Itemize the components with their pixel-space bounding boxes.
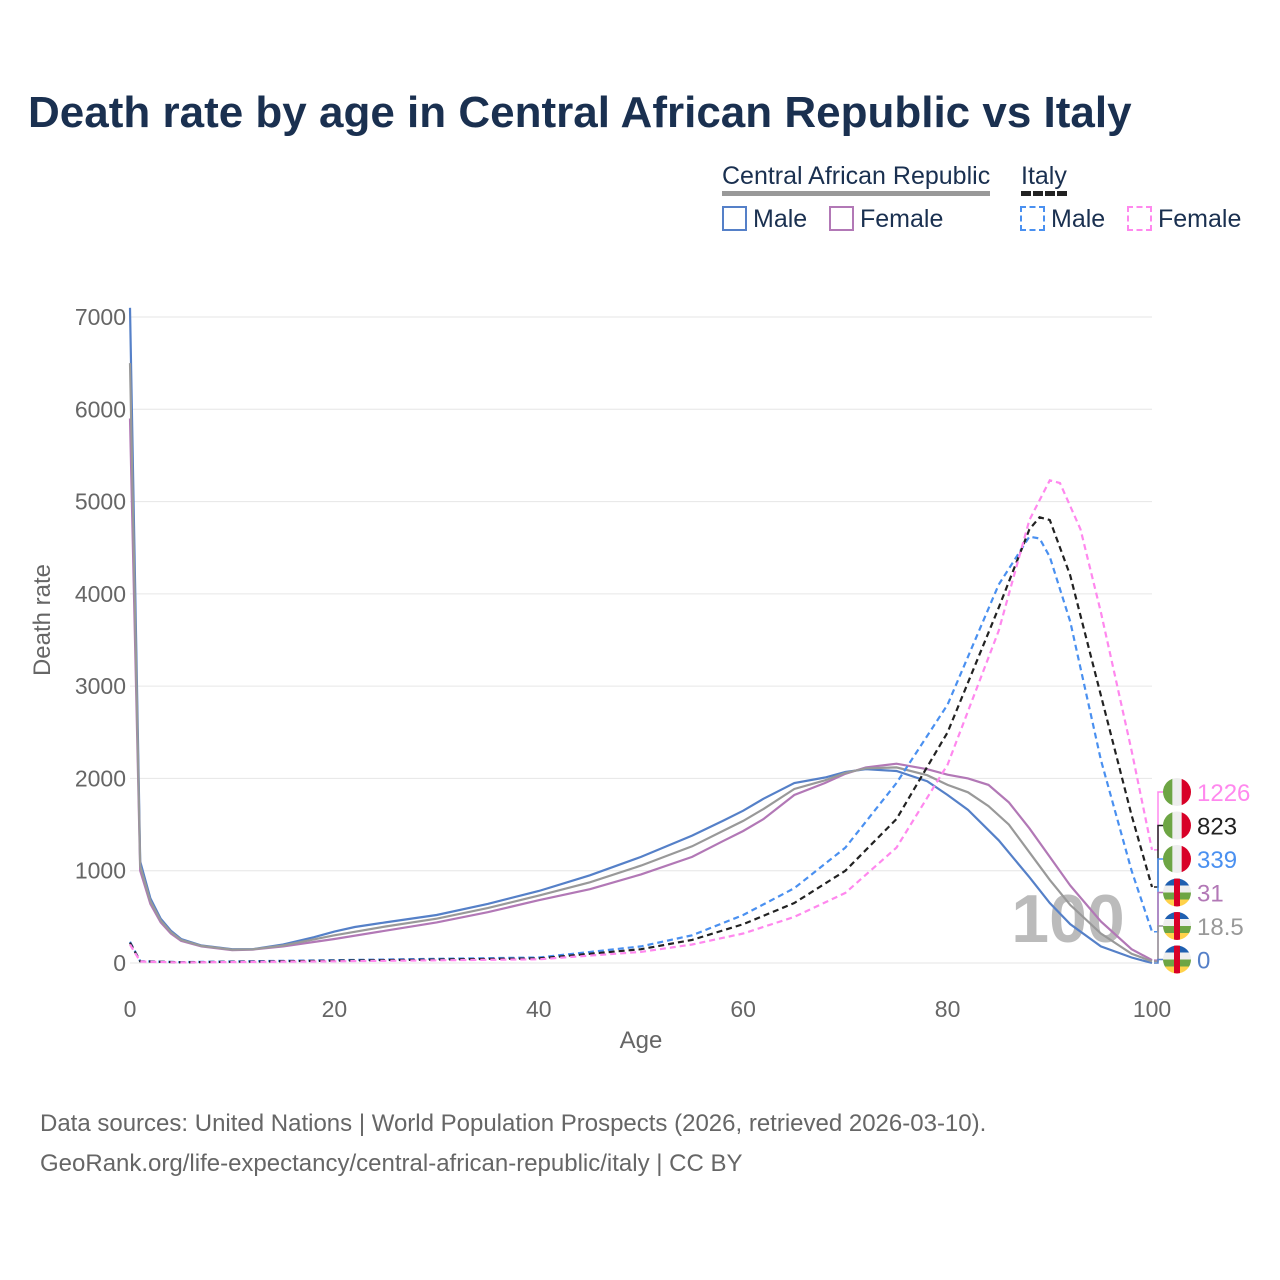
legend-swatch (722, 206, 747, 231)
end-value-label: 823 (1197, 814, 1237, 841)
legend-group-car[interactable]: Central African Republic (722, 162, 991, 196)
legend-label: Female (1158, 205, 1242, 233)
y-tick-label: 1000 (75, 858, 126, 884)
italy-flag-icon (1163, 811, 1191, 840)
car-flag-icon (1163, 945, 1191, 974)
legend-car-male[interactable]: Male (722, 205, 807, 234)
end-value-label: 31 (1197, 881, 1224, 908)
footer-link[interactable]: GeoRank.org/life-expectancy/central-afri… (40, 1150, 743, 1177)
end-connector (1154, 858, 1164, 933)
end-connector (1154, 824, 1164, 888)
italy-flag-icon (1163, 778, 1191, 806)
y-tick-label: 3000 (75, 673, 126, 699)
x-tick-label: 0 (124, 996, 137, 1022)
series-line[interactable] (129, 479, 1154, 964)
legend-swatch (1020, 206, 1045, 231)
end-value-label: 0 (1197, 948, 1210, 975)
series-line[interactable] (129, 516, 1154, 964)
y-axis-label: Death rate (29, 564, 56, 676)
x-axis-label: Age (620, 1027, 663, 1054)
end-connector (1154, 791, 1164, 851)
legend-italy-male[interactable]: Male (1020, 205, 1105, 234)
footer-sources: Data sources: United Nations | World Pop… (40, 1110, 987, 1137)
legend-label: Male (1051, 205, 1106, 233)
y-tick-label: 7000 (75, 304, 126, 330)
legend-swatch (829, 206, 854, 231)
end-connector (1154, 925, 1164, 963)
series-line[interactable] (128, 363, 1153, 963)
series-line[interactable] (129, 535, 1154, 964)
y-tick-label: 0 (113, 950, 126, 976)
y-tick-label: 4000 (75, 581, 126, 607)
italy-flag-icon (1163, 845, 1191, 873)
legend-italy-female[interactable]: Female (1127, 205, 1241, 234)
legend-label: Female (860, 205, 944, 233)
x-tick-label: 40 (526, 996, 552, 1022)
legend-swatch (1127, 206, 1152, 231)
legend-label: Male (753, 205, 808, 233)
x-tick-label: 20 (322, 996, 348, 1022)
x-tick-label: 80 (935, 996, 961, 1022)
y-tick-label: 5000 (75, 489, 126, 515)
end-value-label: 1226 (1197, 780, 1250, 807)
legend-group-italy[interactable]: Italy (1021, 162, 1067, 196)
legend-car-female[interactable]: Female (829, 205, 943, 234)
end-value-label: 339 (1197, 847, 1237, 874)
end-connector (1154, 958, 1164, 964)
y-tick-label: 6000 (75, 396, 126, 422)
hover-age-label: 100 (1011, 881, 1124, 957)
x-tick-label: 60 (730, 996, 756, 1022)
series-line[interactable] (128, 418, 1153, 962)
car-flag-icon (1163, 878, 1191, 907)
end-value-label: 18.5 (1197, 914, 1244, 941)
y-tick-label: 2000 (75, 765, 126, 791)
car-flag-icon (1163, 912, 1191, 940)
chart-title: Death rate by age in Central African Rep… (28, 88, 1132, 137)
x-tick-label: 100 (1133, 996, 1171, 1022)
